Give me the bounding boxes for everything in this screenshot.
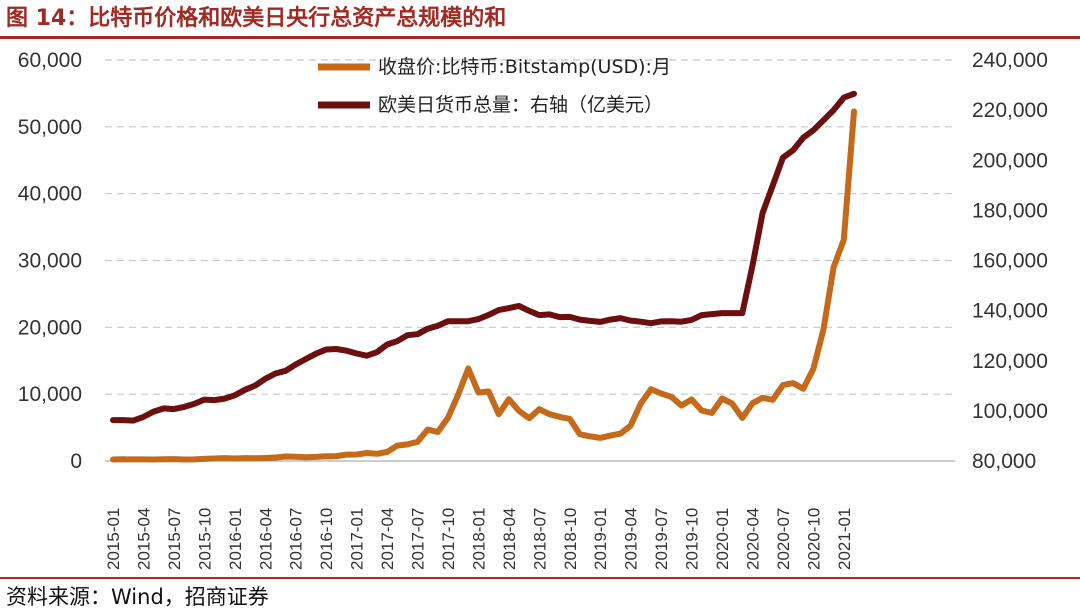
x-tick-label: 2015-07 — [165, 508, 184, 570]
right-y-tick-label: 140,000 — [972, 300, 1048, 323]
right-y-tick-label: 160,000 — [972, 250, 1048, 273]
x-axis: 2015-01 2015-04 2015-07 2015-10 2016-01 2016-… — [104, 460, 955, 570]
right-y-tick-label: 240,000 — [972, 49, 1048, 72]
legend-label-assets: 欧美日货币总量：右轴（亿美元） — [378, 94, 663, 116]
left-y-tick-label: 60,000 — [18, 49, 82, 72]
x-tick-label: 2018-07 — [530, 508, 549, 570]
x-tick-label: 2018-10 — [561, 508, 580, 570]
x-tick-label: 2016-07 — [287, 508, 306, 570]
x-tick-label: 2019-10 — [683, 508, 702, 570]
x-tick-label: 2020-01 — [713, 508, 732, 570]
right-y-tick-label: 100,000 — [972, 400, 1048, 423]
right-y-tick-label: 220,000 — [972, 99, 1048, 122]
left-y-tick-label: 50,000 — [18, 116, 82, 139]
right-y-tick-label: 120,000 — [972, 350, 1048, 373]
left-y-tick-label: 20,000 — [18, 316, 82, 339]
x-tick-label: 2017-04 — [378, 508, 397, 570]
x-tick-label: 2016-01 — [226, 508, 245, 570]
x-tick-label: 2015-04 — [134, 508, 153, 570]
x-tick-label: 2017-07 — [409, 508, 428, 570]
legend: 收盘价:比特币:Bitstamp(USD):月 欧美日货币总量：右轴（亿美元） — [318, 56, 671, 116]
btc-price-line — [110, 108, 857, 463]
x-tick-label: 2018-04 — [500, 508, 519, 570]
left-y-tick-label: 30,000 — [18, 250, 82, 273]
x-tick-label: 2020-10 — [804, 508, 823, 570]
bottom-rule — [0, 577, 1080, 579]
left-y-tick-label: 40,000 — [18, 183, 82, 206]
central-bank-assets-line — [110, 90, 857, 424]
x-tick-label: 2020-07 — [774, 508, 793, 570]
right-y-axis: 80,000 100,000 120,000 140,000 160,000 180,00… — [972, 49, 1048, 473]
title-rule — [0, 36, 1080, 39]
left-y-axis: 0 10,000 20,000 30,000 40,000 50,000 60,000 — [18, 49, 82, 473]
legend-label-btc: 收盘价:比特币:Bitstamp(USD):月 — [378, 56, 671, 78]
x-tick-label: 2019-04 — [622, 508, 641, 570]
btc-vs-central-bank-assets-chart: 0 10,000 20,000 30,000 40,000 50,000 60,000 80… — [18, 49, 1048, 570]
x-tick-label: 2018-01 — [469, 508, 488, 570]
series-lines — [110, 90, 857, 463]
x-tick-label: 2017-10 — [439, 508, 458, 570]
x-tick-label: 2015-01 — [104, 508, 123, 570]
x-tick-label: 2019-07 — [652, 508, 671, 570]
x-tick-label: 2016-10 — [317, 508, 336, 570]
x-tick-label: 2020-04 — [743, 508, 762, 570]
left-y-tick-label: 0 — [70, 450, 82, 473]
x-tick-label: 2016-04 — [256, 508, 275, 570]
right-y-tick-label: 200,000 — [972, 149, 1048, 172]
right-y-tick-label: 80,000 — [972, 450, 1036, 473]
x-tick-label: 2019-01 — [591, 508, 610, 570]
x-tick-label: 2015-10 — [195, 508, 214, 570]
source-note: 资料来源：Wind，招商证券 — [6, 585, 269, 609]
x-tick-label: 2021-01 — [835, 508, 854, 570]
right-y-tick-label: 180,000 — [972, 199, 1048, 222]
figure-title: 图 14：比特币价格和欧美日央行总资产总规模的和 — [6, 6, 507, 31]
x-tick-label: 2017-01 — [348, 508, 367, 570]
left-y-tick-label: 10,000 — [18, 383, 82, 406]
